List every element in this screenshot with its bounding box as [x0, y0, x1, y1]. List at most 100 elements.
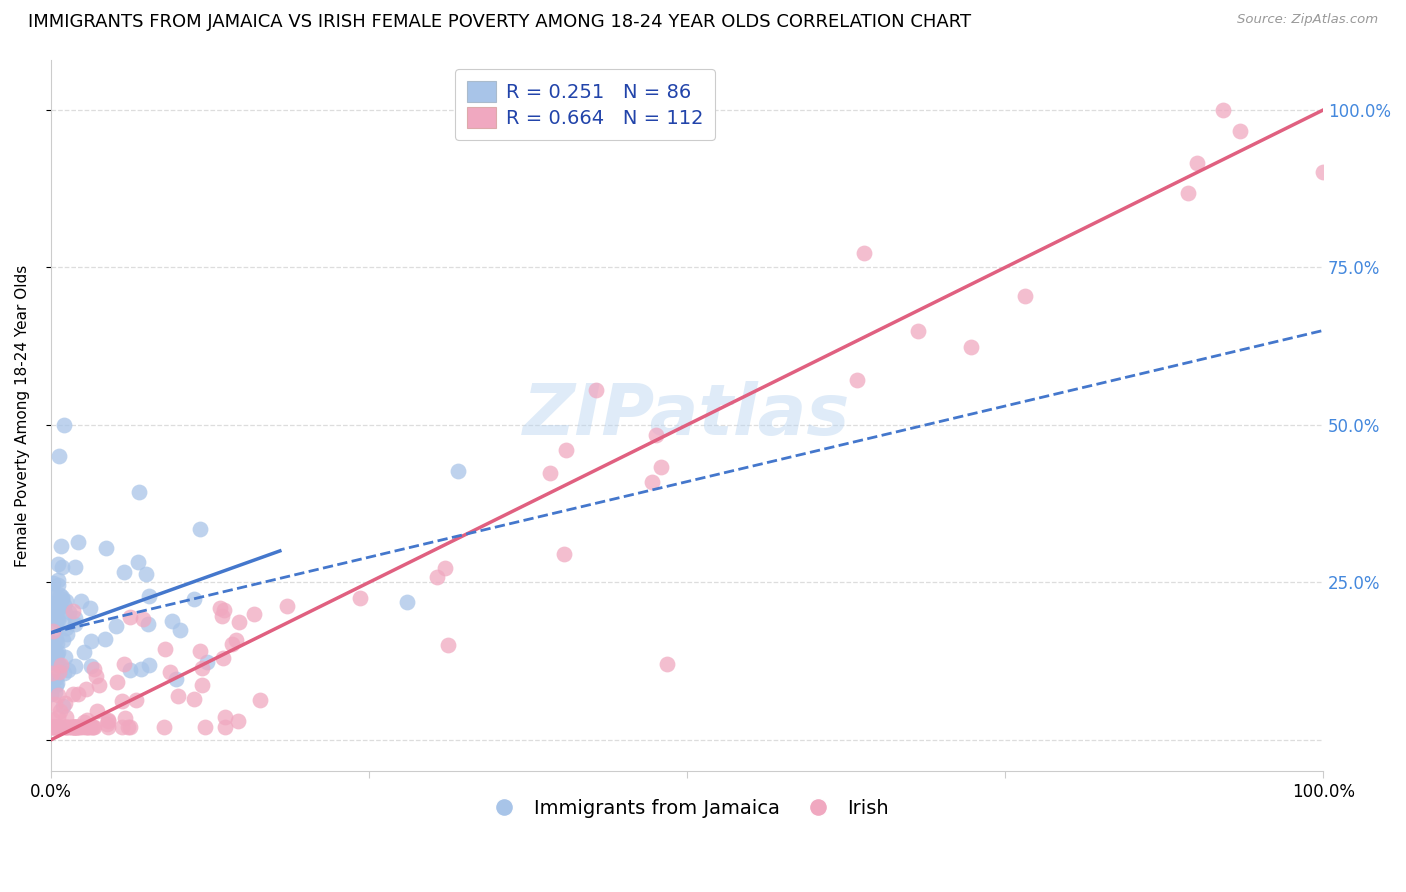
Point [45, 632, 67, 647]
Point [555, 442, 578, 457]
Point [41, 606, 63, 620]
Point [1185, 156, 1208, 170]
Point [183, 591, 205, 606]
Point [42, 576, 65, 591]
Point [214, 710, 236, 724]
Point [49, 720, 72, 734]
Point [49, 539, 72, 553]
Point [846, 373, 869, 387]
Point [53, 649, 76, 664]
Point [82, 720, 104, 734]
Point [41, 599, 63, 613]
Point [76, 714, 98, 728]
Point [51, 559, 73, 574]
Point [46, 709, 69, 723]
Point [83, 720, 105, 734]
Point [125, 693, 148, 707]
Point [45, 657, 67, 672]
Point [48, 689, 70, 703]
Point [152, 720, 174, 734]
Point [118, 720, 141, 734]
Point [65, 720, 87, 734]
Point [42, 640, 65, 655]
Point [53, 720, 76, 734]
Point [249, 693, 271, 707]
Point [45, 678, 67, 692]
Point [65, 611, 87, 625]
Point [538, 466, 561, 480]
Point [53, 606, 76, 620]
Point [79, 601, 101, 615]
Point [191, 661, 214, 675]
Text: ZIPatlas: ZIPatlas [523, 381, 851, 450]
Point [65, 658, 87, 673]
Point [65, 720, 87, 734]
Point [51, 590, 73, 604]
Text: IMMIGRANTS FROM JAMAICA VS IRISH FEMALE POVERTY AMONG 18-24 YEAR OLDS CORRELATIO: IMMIGRANTS FROM JAMAICA VS IRISH FEMALE … [28, 13, 972, 31]
Point [41, 720, 63, 734]
Point [44, 697, 66, 711]
Point [221, 637, 243, 651]
Point [105, 674, 128, 689]
Point [73, 645, 96, 659]
Point [94, 632, 117, 647]
Point [447, 464, 470, 478]
Point [48, 665, 70, 679]
Point [73, 715, 96, 730]
Point [112, 565, 135, 579]
Point [45, 720, 67, 734]
Point [55, 720, 77, 734]
Point [87, 678, 110, 692]
Point [117, 720, 139, 734]
Point [169, 623, 191, 637]
Point [58, 663, 80, 677]
Point [1014, 288, 1036, 302]
Point [51, 592, 73, 607]
Point [426, 570, 449, 584]
Point [52, 417, 75, 432]
Point [46, 636, 69, 650]
Point [60, 720, 83, 734]
Point [243, 607, 266, 621]
Point [66, 687, 89, 701]
Point [960, 340, 983, 354]
Point [62, 604, 84, 618]
Point [62, 720, 84, 734]
Point [49, 657, 72, 672]
Point [228, 714, 250, 728]
Point [46, 645, 69, 659]
Point [165, 672, 187, 686]
Point [41, 655, 63, 669]
Point [45, 615, 67, 629]
Point [553, 547, 575, 561]
Point [46, 676, 69, 690]
Point [44, 685, 66, 699]
Point [212, 603, 235, 617]
Point [65, 617, 87, 632]
Point [63, 560, 86, 574]
Point [75, 682, 97, 697]
Point [41, 713, 63, 727]
Point [97, 713, 120, 727]
Point [96, 716, 118, 731]
Point [42, 720, 65, 734]
Point [188, 644, 211, 658]
Point [183, 691, 205, 706]
Point [58, 605, 80, 619]
Point [80, 658, 103, 673]
Point [208, 601, 231, 615]
Point [48, 614, 70, 628]
Point [63, 720, 86, 734]
Point [129, 662, 152, 676]
Point [45, 603, 67, 617]
Point [118, 609, 141, 624]
Point [84, 668, 107, 682]
Point [433, 560, 456, 574]
Point [55, 621, 77, 635]
Point [228, 615, 250, 629]
Point [1177, 186, 1199, 201]
Point [396, 594, 419, 608]
Text: Source: ZipAtlas.com: Source: ZipAtlas.com [1237, 13, 1378, 27]
Point [67, 720, 90, 734]
Point [112, 657, 135, 671]
